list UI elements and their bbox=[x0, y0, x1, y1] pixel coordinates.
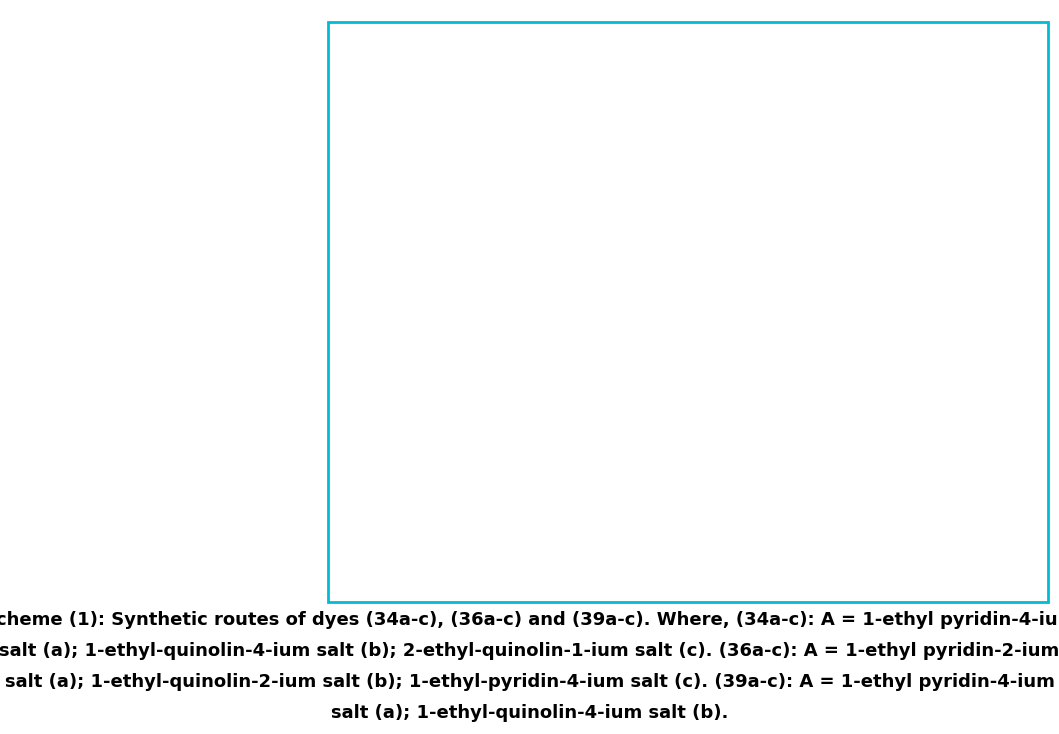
Text: salt (a); 1-ethyl-quinolin-2-ium salt (b); 1-ethyl-pyridin-4-ium salt (c). (39a-: salt (a); 1-ethyl-quinolin-2-ium salt (b… bbox=[4, 673, 1055, 691]
Text: salt (a); 1-ethyl-quinolin-4-ium salt (b); 2-ethyl-quinolin-1-ium salt (c). (36a: salt (a); 1-ethyl-quinolin-4-ium salt (b… bbox=[0, 642, 1059, 660]
Text: Chemical Reaction Scheme
(Organic Chemistry Diagram): Chemical Reaction Scheme (Organic Chemis… bbox=[586, 297, 791, 327]
Text: Scheme (1): Synthetic routes of dyes (34a-c), (36a-c) and (39a-c). Where, (34a-c: Scheme (1): Synthetic routes of dyes (34… bbox=[0, 611, 1059, 629]
Text: salt (a); 1-ethyl-quinolin-4-ium salt (b).: salt (a); 1-ethyl-quinolin-4-ium salt (b… bbox=[330, 704, 729, 722]
